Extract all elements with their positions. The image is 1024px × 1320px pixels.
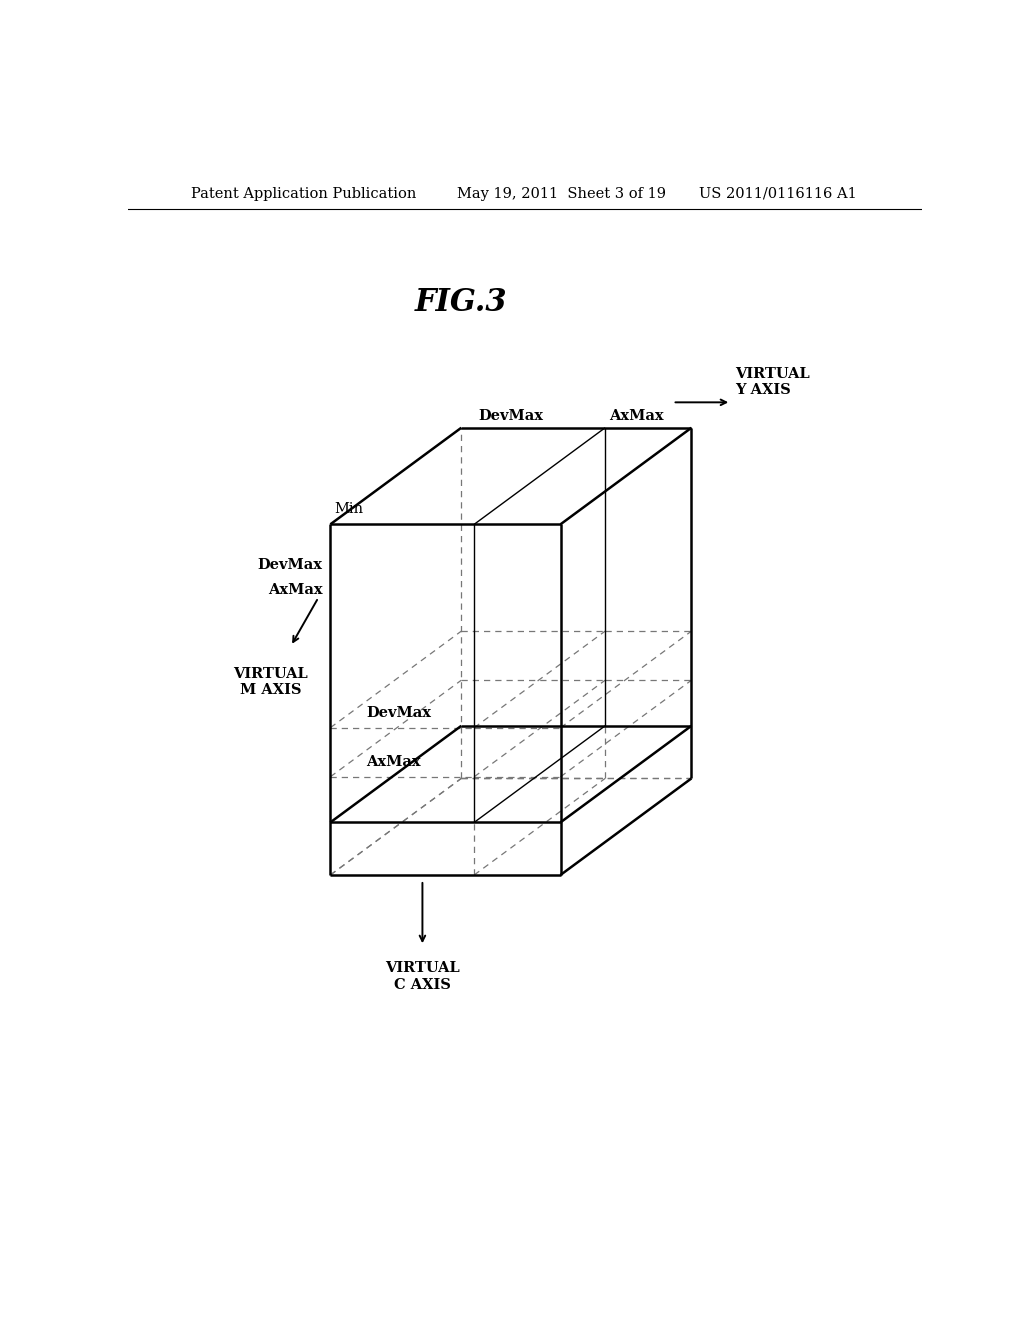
Text: AxMax: AxMax [609, 409, 664, 422]
Text: VIRTUAL
Y AXIS: VIRTUAL Y AXIS [735, 367, 810, 397]
Text: US 2011/0116116 A1: US 2011/0116116 A1 [699, 187, 857, 201]
Text: AxMax: AxMax [268, 583, 323, 598]
Text: Min: Min [334, 502, 364, 516]
Text: DevMax: DevMax [367, 706, 431, 719]
Text: VIRTUAL
M AXIS: VIRTUAL M AXIS [233, 667, 308, 697]
Text: AxMax: AxMax [367, 755, 421, 768]
Text: VIRTUAL
C AXIS: VIRTUAL C AXIS [385, 961, 460, 991]
Text: FIG.3: FIG.3 [415, 288, 508, 318]
Text: DevMax: DevMax [257, 558, 323, 572]
Text: Patent Application Publication: Patent Application Publication [191, 187, 417, 201]
Text: DevMax: DevMax [478, 409, 543, 422]
Text: May 19, 2011  Sheet 3 of 19: May 19, 2011 Sheet 3 of 19 [458, 187, 667, 201]
